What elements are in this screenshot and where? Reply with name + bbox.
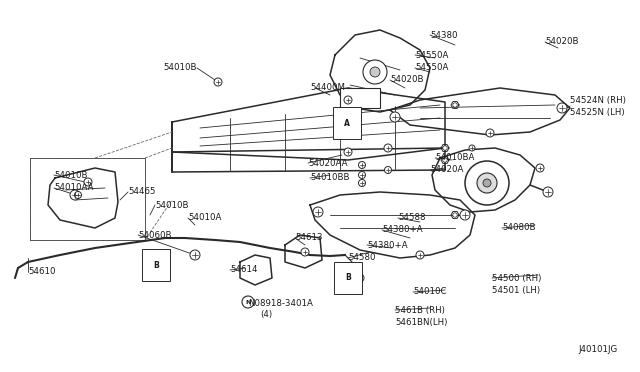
Circle shape [358,161,365,169]
Circle shape [370,67,380,77]
Text: N08918-3401A: N08918-3401A [248,298,313,308]
Text: 5461BN(LH): 5461BN(LH) [395,318,447,327]
Text: 54550A: 54550A [415,51,449,60]
Circle shape [344,148,352,156]
Text: 54010C: 54010C [413,288,447,296]
Text: (4): (4) [260,311,272,320]
Text: 54550A: 54550A [415,64,449,73]
Text: 54010AA: 54010AA [54,183,93,192]
Circle shape [363,60,387,84]
Circle shape [483,179,491,187]
Text: 54500 (RH): 54500 (RH) [492,273,541,282]
Circle shape [477,173,497,193]
Text: 5461B (RH): 5461B (RH) [395,305,445,314]
Text: 54400M: 54400M [310,83,345,93]
Circle shape [543,187,553,197]
Text: 54010B: 54010B [155,201,189,209]
Text: 54380: 54380 [430,31,458,39]
Circle shape [344,96,352,104]
Circle shape [74,192,81,199]
Text: 54501 (LH): 54501 (LH) [492,285,540,295]
Text: 54010A: 54010A [188,214,221,222]
Circle shape [390,112,400,122]
Circle shape [469,145,475,151]
Circle shape [460,210,470,220]
Text: 54080B: 54080B [502,224,536,232]
Circle shape [214,78,222,86]
Circle shape [443,146,447,150]
Text: 54380+A: 54380+A [367,241,408,250]
Circle shape [385,167,392,173]
Text: 54020A: 54020A [430,166,463,174]
Text: 54010BB: 54010BB [310,173,349,183]
Circle shape [358,171,365,179]
Circle shape [453,213,457,217]
Text: 54524N (RH): 54524N (RH) [570,96,626,105]
Circle shape [301,248,309,256]
Circle shape [84,178,92,186]
Circle shape [536,164,544,172]
Text: B: B [153,260,159,269]
Circle shape [242,296,254,308]
Text: 54010B: 54010B [163,64,197,73]
Text: 54580: 54580 [348,253,376,263]
Circle shape [416,251,424,259]
Text: 54020B: 54020B [545,38,579,46]
Text: 54020AA: 54020AA [308,158,348,167]
Circle shape [356,274,364,282]
Text: A: A [344,119,350,128]
Text: 54465: 54465 [128,187,156,196]
Text: 54010BA: 54010BA [435,154,474,163]
Text: J40101JG: J40101JG [578,346,617,355]
Text: 54525N (LH): 54525N (LH) [570,108,625,116]
Text: 54614: 54614 [230,266,257,275]
Circle shape [384,144,392,152]
Text: 54588: 54588 [398,214,426,222]
Text: 54610: 54610 [28,267,56,276]
Text: N: N [245,299,251,305]
Circle shape [313,207,323,217]
Circle shape [465,161,509,205]
Circle shape [486,129,494,137]
Circle shape [190,250,200,260]
Text: 54613: 54613 [295,234,323,243]
Circle shape [557,103,567,113]
Text: 54010B: 54010B [54,170,88,180]
Circle shape [443,158,447,162]
Text: 54380+A: 54380+A [382,225,422,234]
Text: 54020B: 54020B [390,76,424,84]
Text: B: B [345,273,351,282]
Circle shape [358,180,365,186]
Text: 54060B: 54060B [138,231,172,240]
FancyBboxPatch shape [340,88,380,108]
Circle shape [70,190,80,200]
Circle shape [453,103,457,107]
